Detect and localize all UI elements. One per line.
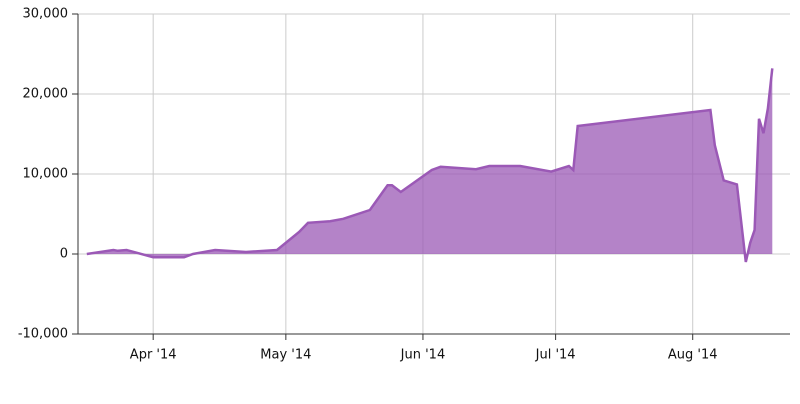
line — [86, 68, 774, 263]
x-tick-label: Jun '14 — [400, 348, 446, 363]
x-tick-label: Apr '14 — [130, 348, 177, 363]
x-tick-label: Aug '14 — [668, 348, 718, 363]
y-tick-label: 0 — [60, 247, 68, 262]
area — [86, 68, 773, 263]
x-tick-label: Jul '14 — [535, 348, 576, 363]
x-tick-label: May '14 — [260, 348, 311, 363]
y-tick-label: 20,000 — [23, 87, 69, 102]
y-tick-label: 10,000 — [23, 167, 69, 182]
y-tick-label: 30,000 — [23, 7, 69, 22]
y-tick-label: -10,000 — [18, 327, 68, 342]
